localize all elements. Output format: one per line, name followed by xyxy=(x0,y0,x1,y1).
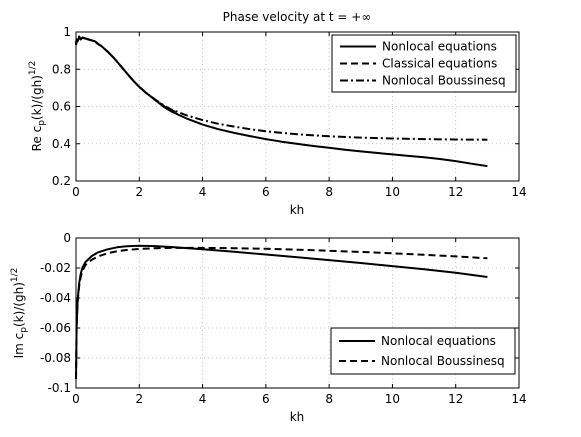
lower-y-tick-label: -0.08 xyxy=(40,351,71,365)
upper-legend-label-2: Classical equations xyxy=(382,57,497,71)
upper-series-line-2 xyxy=(75,35,178,114)
lower-x-tick-label: 14 xyxy=(511,392,526,406)
lower-y-axis-label: Im cp(k)/(gh)1/2 xyxy=(10,268,29,359)
upper-y-tick-label: 0.4 xyxy=(52,137,71,151)
lower-legend: Nonlocal equations Nonlocal Boussinesq xyxy=(330,327,516,375)
lower-legend-label-2: Nonlocal Boussinesq xyxy=(381,354,505,368)
lower-x-tick-label: 0 xyxy=(72,392,80,406)
lower-x-tick-label: 2 xyxy=(135,392,143,406)
lower-legend-box xyxy=(330,327,516,375)
upper-legend-label-1: Nonlocal equations xyxy=(382,40,497,54)
upper-x-tick-label: 10 xyxy=(385,185,400,199)
lower-series-line-1 xyxy=(75,244,488,380)
upper-legend: Nonlocal equations Classical equations Non… xyxy=(331,34,517,93)
upper-legend-label-3: Nonlocal Boussinesq xyxy=(382,74,506,88)
upper-y-tick-label: 0.8 xyxy=(52,62,71,76)
upper-x-tick-label: 4 xyxy=(199,185,207,199)
upper-y-axis-label: Re cp(k)/(gh)1/2 xyxy=(28,61,47,152)
lower-y-tick-label: -0.04 xyxy=(40,291,71,305)
lower-x-tick-label: 8 xyxy=(325,392,333,406)
upper-x-tick-label: 6 xyxy=(262,185,270,199)
lower-y-tick-label: 0 xyxy=(63,231,71,245)
lower-y-tick-label: -0.02 xyxy=(40,261,71,275)
upper-y-tick-label: 1 xyxy=(63,25,71,39)
lower-x-tick-label: 4 xyxy=(199,392,207,406)
lower-x-tick-label: 6 xyxy=(262,392,270,406)
lower-x-tick-label: 10 xyxy=(385,392,400,406)
upper-y-tick-label: 0.6 xyxy=(52,100,71,114)
upper-x-tick-label: 0 xyxy=(72,185,80,199)
lower-plot-frame xyxy=(75,237,520,389)
upper-x-tick-label: 2 xyxy=(135,185,143,199)
lower-x-tick-label: 12 xyxy=(448,392,463,406)
upper-x-tick-label: 8 xyxy=(325,185,333,199)
upper-x-tick-label: 12 xyxy=(448,185,463,199)
upper-plot-title: Phase velocity at t = +∞ xyxy=(223,10,372,24)
lower-y-tick-label: -0.06 xyxy=(40,321,71,335)
upper-plot: Phase velocity at t = +∞ 0 2 4 6 8 10 12 14 0.2 0… xyxy=(28,10,527,217)
upper-x-axis-label: kh xyxy=(290,203,305,217)
lower-x-axis-label: kh xyxy=(290,410,305,424)
upper-y-tick-label: 0.2 xyxy=(52,174,71,188)
lower-plot: 0 2 4 6 8 10 12 14-0.1-0.08-0.06-0.04-0.020 kh … xyxy=(10,231,527,424)
upper-x-tick-label: 14 xyxy=(511,185,526,199)
lower-legend-label-1: Nonlocal equations xyxy=(381,334,496,348)
lower-series-line-2 xyxy=(75,246,488,380)
lower-y-tick-label: -0.1 xyxy=(48,381,71,395)
upper-series-line-3 xyxy=(75,35,488,141)
